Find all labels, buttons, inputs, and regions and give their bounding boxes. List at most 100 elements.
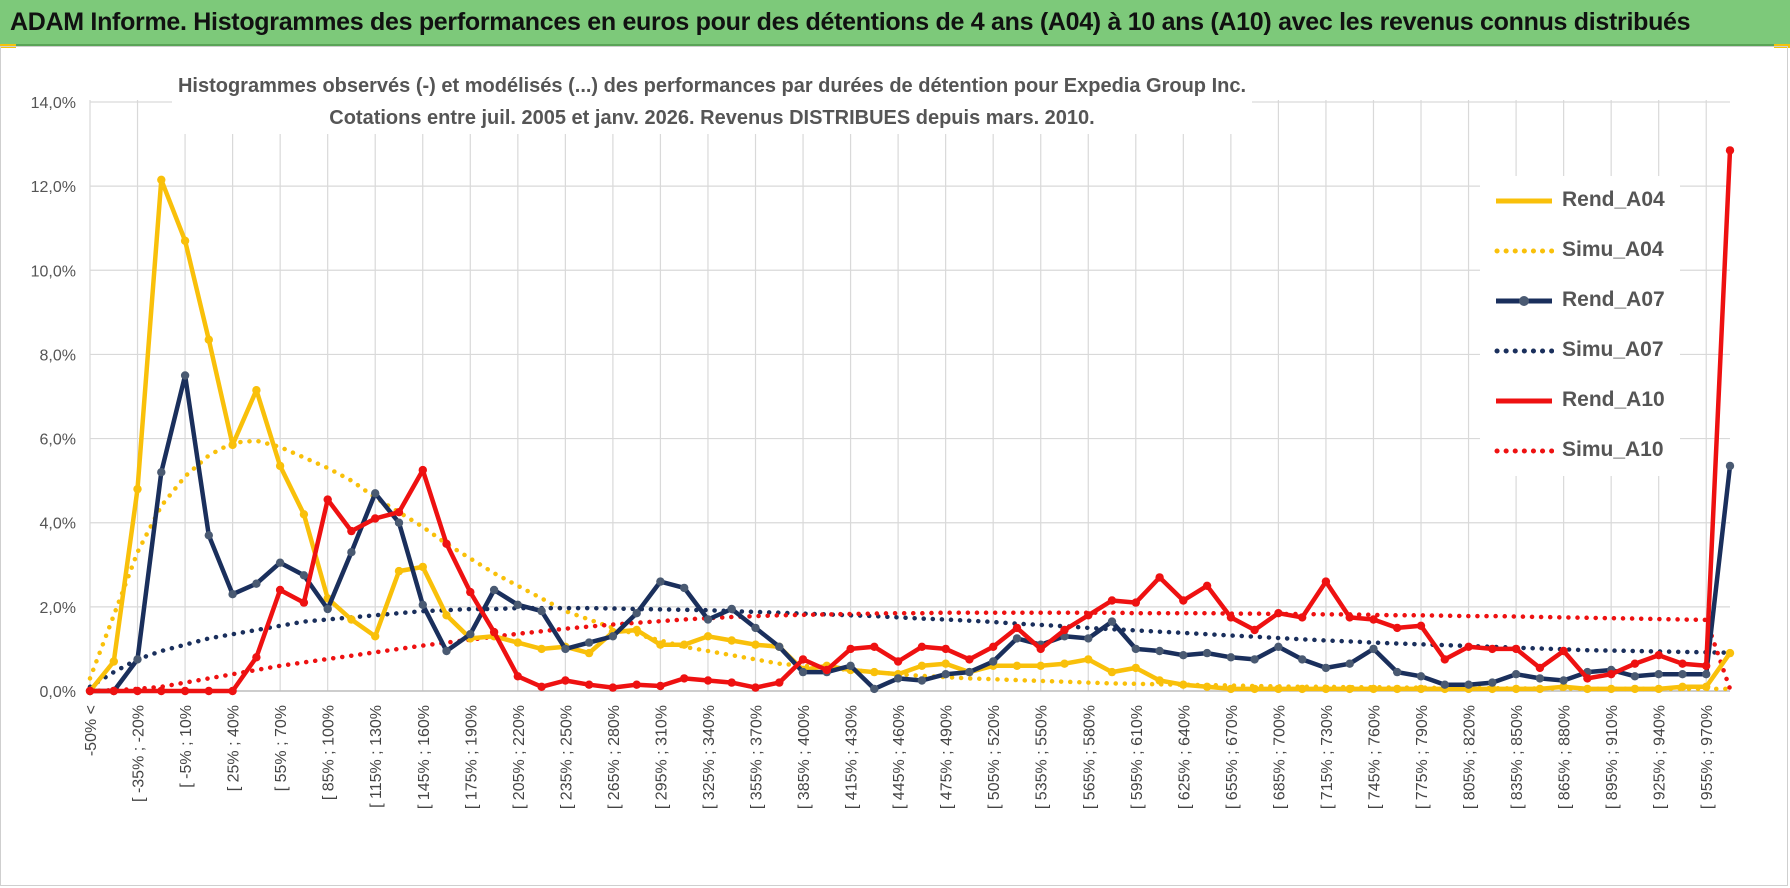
data-point-rend-a07 [917,676,927,685]
data-point-rend-a10 [941,644,950,654]
data-point-rend-a04 [941,659,950,668]
data-point-rend-a10 [252,653,261,662]
data-point-rend-a04 [157,175,166,184]
data-point-rend-a10 [1084,611,1093,620]
data-point-rend-a10 [561,676,570,685]
data-point-rend-a04 [394,566,404,576]
data-point-rend-a07 [1440,680,1450,689]
data-point-rend-a04 [180,236,190,245]
data-point-rend-a10 [466,587,475,597]
legend-swatch-rend-a07 [1496,296,1552,306]
x-tick-label: [ 835% ; 850% [1509,705,1526,809]
data-point-rend-a04 [1416,684,1426,694]
data-point-rend-a04 [870,667,879,677]
data-point-rend-a10 [180,686,190,696]
data-point-rend-a04 [347,615,356,624]
data-point-rend-a04 [1607,684,1616,694]
data-point-rend-a04 [1298,684,1307,694]
data-point-rend-a10 [347,526,356,536]
data-point-rend-a10 [1725,146,1735,155]
data-point-rend-a07 [1654,670,1663,679]
data-point-rend-a04 [1179,680,1188,689]
legend-label: Rend_A04 [1562,188,1665,211]
legend-item-simu-a04: Simu_A04 [1494,236,1684,266]
y-tick-label: 14,0% [31,95,76,112]
x-tick-label: [ 55% ; 70% [273,705,290,791]
data-point-rend-a07 [846,661,855,670]
data-point-rend-a04 [1084,655,1093,664]
data-point-rend-a10 [1226,613,1236,622]
x-tick-label: [ 715% ; 730% [1319,705,1336,809]
y-tick-label: 8,0% [40,347,76,364]
data-point-rend-a07 [157,468,166,477]
data-point-rend-a07 [1084,634,1093,643]
y-tick-label: 6,0% [40,432,76,449]
x-tick-label: -50% < [83,705,100,756]
x-tick-label: [ 625% ; 640% [1176,705,1193,809]
title-background [172,66,1252,134]
legend-label: Rend_A10 [1562,388,1665,411]
data-point-rend-a10 [989,642,998,651]
data-point-rend-a10 [1179,596,1188,605]
data-point-rend-a07 [228,590,237,599]
data-point-rend-a07 [513,600,522,609]
series-group [85,146,1735,696]
data-point-rend-a04 [1702,682,1711,691]
data-point-rend-a04 [1583,684,1592,694]
data-point-rend-a04 [204,335,213,344]
legend-swatch-rend-a04 [1496,198,1552,204]
data-point-rend-a10 [133,686,142,696]
data-point-rend-a10 [870,642,879,651]
chart-title: Histogrammes observés (-) et modélisés (… [178,75,1246,97]
data-point-rend-a07 [1630,672,1640,681]
data-point-rend-a10 [917,642,927,651]
data-point-rend-a04 [584,648,594,658]
data-point-rend-a04 [133,484,142,494]
y-tick-label: 12,0% [31,179,76,196]
data-point-rend-a07 [489,585,499,595]
legend-swatch-simu-a10 [1494,448,1554,454]
data-point-rend-a07 [1298,655,1307,664]
data-point-rend-a04 [1630,684,1640,694]
x-tick-label: [ 235% ; 250% [558,705,575,809]
x-tick-label: [ 805% ; 820% [1462,705,1479,809]
data-point-rend-a07 [989,657,998,666]
data-point-rend-a07 [1345,659,1354,668]
data-point-rend-a07 [394,518,404,527]
data-point-rend-a10 [1131,598,1141,607]
data-point-rend-a10 [703,676,713,685]
data-point-rend-a04 [1250,684,1259,694]
data-point-rend-a04 [418,562,427,572]
y-tick-label: 0,0% [40,684,76,701]
data-point-rend-a10 [1583,674,1592,683]
data-point-rend-a10 [537,682,546,691]
data-point-rend-a07 [1393,667,1402,677]
data-point-rend-a10 [1678,659,1687,668]
data-point-rend-a04 [371,632,380,641]
data-point-rend-a10 [656,681,665,691]
data-point-rend-a04 [1155,676,1164,685]
data-point-rend-a04 [109,657,119,666]
x-tick-label: [ 175% ; 190% [463,705,480,809]
data-point-rend-a10 [1274,609,1283,618]
data-point-rend-a04 [1107,667,1117,677]
x-tick-label: [ 415% ; 430% [844,705,861,809]
data-point-rend-a10 [442,539,451,548]
data-point-rend-a10 [965,655,974,664]
data-point-rend-a07 [656,577,665,586]
data-point-rend-a07 [442,646,451,656]
data-point-rend-a10 [1559,646,1568,656]
data-point-rend-a07 [893,674,903,683]
data-point-rend-a10 [632,680,641,689]
data-point-rend-a10 [751,683,760,692]
legend-label: Simu_A10 [1562,438,1664,461]
data-point-rend-a04 [1060,659,1069,668]
data-point-rend-a07 [608,632,618,641]
data-point-rend-a07 [703,615,713,624]
x-tick-label: [ 145% ; 160% [416,705,433,809]
data-point-rend-a10 [1298,613,1307,622]
data-point-rend-a07 [323,604,332,614]
data-point-rend-a10 [1654,651,1663,660]
data-point-rend-a10 [1393,623,1402,633]
